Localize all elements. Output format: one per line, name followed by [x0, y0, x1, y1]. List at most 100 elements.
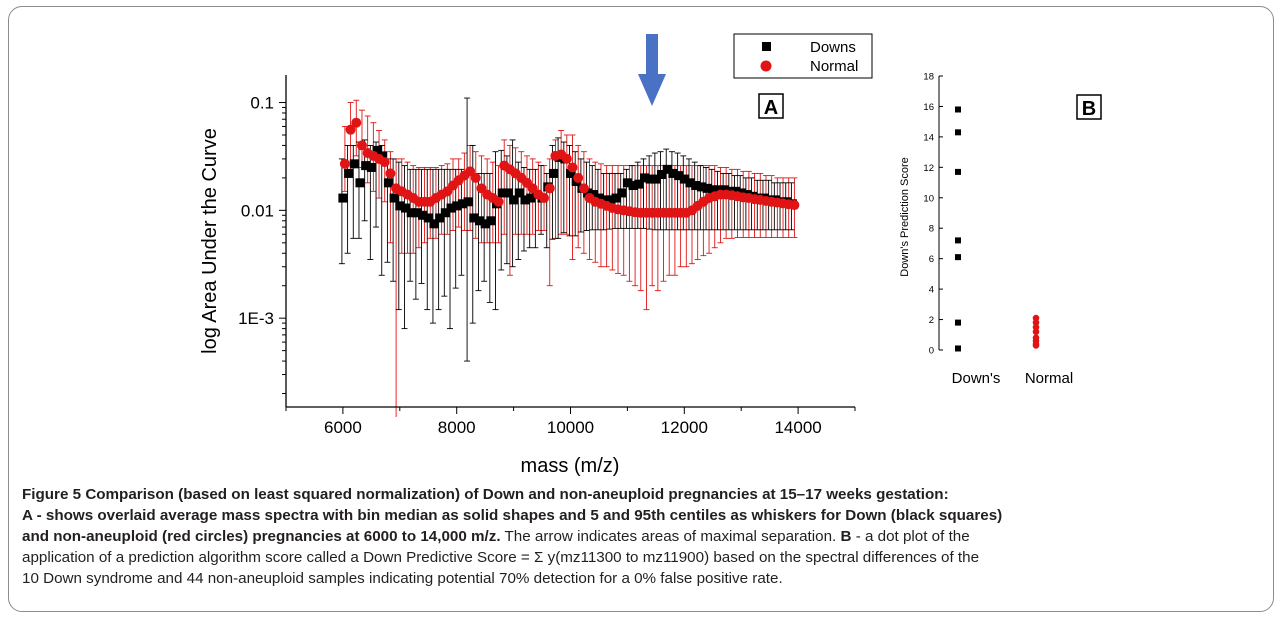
x-tick-label: 6000 — [324, 418, 362, 437]
downs-point — [634, 179, 644, 189]
normal-point — [493, 196, 504, 207]
caption-part-a-end: and non-aneuploid (red circles) pregnanc… — [22, 528, 501, 545]
normal-point — [561, 153, 572, 164]
downs-point — [583, 188, 593, 198]
normal-point — [573, 172, 584, 183]
panel-a-letter: A — [764, 97, 778, 119]
panel-b-downs-point — [955, 319, 961, 326]
normal-point — [345, 124, 356, 135]
normal-point — [379, 157, 390, 168]
downs-point — [696, 182, 706, 192]
downs-point — [509, 195, 519, 205]
downs-point — [503, 188, 513, 198]
downs-point — [639, 173, 649, 183]
downs-point — [480, 219, 490, 229]
downs-point — [514, 188, 524, 198]
downs-point — [702, 183, 712, 193]
panel-b-y-tick-label: 4 — [929, 285, 934, 296]
downs-point — [588, 190, 598, 200]
downs-point — [526, 193, 536, 203]
downs-point — [520, 195, 530, 205]
downs-point — [412, 208, 422, 218]
downs-point — [372, 145, 382, 155]
caption-part-b-end: 10 Down syndrome and 44 non-aneuploid sa… — [22, 570, 783, 587]
downs-point — [628, 180, 638, 190]
panel-b-y-tick-label: 6 — [929, 254, 934, 265]
downs-point — [622, 178, 632, 188]
panel-b-normal-point — [1032, 323, 1040, 331]
normal-point — [470, 172, 481, 183]
downs-point — [708, 185, 718, 195]
panel-b-y-tick-label: 16 — [923, 102, 934, 113]
caption-line-2: A - shows overlaid average mass spectra … — [22, 505, 1267, 526]
downs-point — [685, 178, 695, 188]
panel-a-label: A — [758, 93, 784, 119]
downs-point — [423, 213, 433, 223]
down-arrow-icon — [638, 34, 666, 106]
downs-point — [469, 213, 479, 223]
normal-point — [385, 168, 396, 179]
panel-b-y-tick-label: 18 — [923, 72, 934, 83]
downs-point — [605, 195, 615, 205]
downs-point — [645, 174, 655, 184]
downs-point — [668, 168, 678, 178]
panel-b-y-tick-label: 2 — [929, 315, 934, 326]
y-tick-label: 0.1 — [250, 94, 274, 113]
panel-b-y-tick-label: 0 — [929, 346, 934, 357]
downs-point — [457, 199, 467, 209]
caption-part-a: A - shows overlaid average mass spectra … — [22, 507, 1003, 524]
panel-b-category-downs: Down's — [952, 370, 1001, 387]
panel-b-y-tick-label: 10 — [923, 193, 934, 204]
legend-downs-marker — [762, 42, 771, 51]
downs-point — [463, 197, 473, 207]
panel-b-axes: 0 2 4 6 8 10 12 14 16 18 — [923, 72, 943, 357]
normal-point — [544, 183, 555, 194]
caption-part-b-start: - a dot plot of the — [855, 528, 970, 545]
x-tick-label: 14000 — [774, 418, 821, 437]
downs-point — [406, 208, 416, 218]
downs-point — [497, 188, 507, 198]
panel-b-downs-point — [955, 254, 961, 261]
panel-b-y-tick-label: 8 — [929, 224, 934, 235]
downs-point — [344, 168, 354, 178]
downs-point — [418, 210, 428, 220]
downs-point — [600, 195, 610, 205]
downs-point — [611, 193, 621, 203]
downs-point — [435, 213, 445, 223]
downs-point — [486, 216, 496, 226]
downs-point — [383, 178, 393, 188]
figure-5-charts: 6000 8000 10000 12000 14000 1E-3 0.01 0.1 mass … — [199, 33, 1102, 477]
panel-a-chart: 6000 8000 10000 12000 14000 1E-3 0.01 0.1 mass … — [199, 33, 873, 477]
legend-downs-label: Downs — [810, 39, 856, 56]
panel-b-downs-point — [955, 106, 961, 113]
panel-b-points — [955, 106, 1040, 352]
caption-part-b-label: B — [840, 528, 852, 545]
normal-whiskers — [341, 99, 798, 417]
x-tick-label: 12000 — [661, 418, 708, 437]
figure-frame — [8, 6, 1274, 612]
caption-line-4: application of a prediction algorithm sc… — [22, 547, 1267, 568]
y-tick-label: 1E-3 — [238, 309, 274, 328]
downs-point — [366, 162, 376, 172]
panel-b-normal-point — [1032, 319, 1040, 326]
x-tick-label: 8000 — [438, 418, 476, 437]
downs-point — [395, 201, 405, 211]
downs-point — [679, 174, 689, 184]
downs-point — [400, 203, 410, 213]
downs-point — [349, 159, 359, 169]
normal-points — [339, 117, 800, 218]
downs-point — [719, 185, 729, 195]
normal-point — [465, 166, 476, 177]
x-axis-label: mass (m/z) — [521, 455, 620, 477]
caption-figure-label: Figure 5 — [22, 486, 82, 503]
downs-point — [566, 168, 575, 178]
normal-point — [578, 183, 589, 194]
caption-part-b-body: application of a prediction algorithm sc… — [22, 549, 980, 566]
panel-b-y-tick-label: 14 — [923, 132, 934, 143]
y-tick-label: 0.01 — [241, 201, 274, 220]
normal-point — [539, 193, 550, 204]
x-tick-label: 10000 — [547, 418, 594, 437]
normal-point — [339, 158, 350, 169]
downs-point — [355, 178, 365, 188]
panel-b-normal-point — [1032, 342, 1040, 349]
